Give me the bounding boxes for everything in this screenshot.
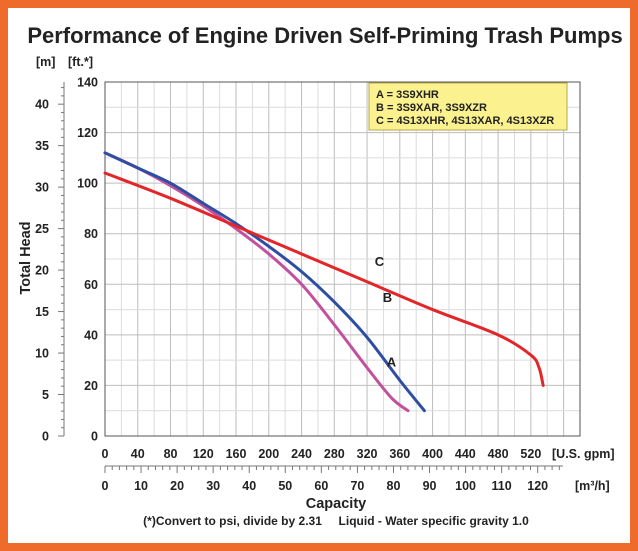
x-m3h-tick-label: 90 — [423, 479, 437, 493]
y-units-m: [m] — [36, 55, 55, 69]
x-gpm-tick-label: 80 — [164, 447, 178, 461]
x-gpm-tick-label: 280 — [324, 447, 345, 461]
x-gpm-tick-label: 520 — [520, 447, 541, 461]
x-m3h-tick-label: 20 — [170, 479, 184, 493]
x-gpm-tick-label: 0 — [102, 447, 109, 461]
y-ft-tick-label: 20 — [84, 379, 98, 393]
x-gpm-tick-label: 400 — [422, 447, 443, 461]
y-m-tick-label: 30 — [35, 181, 49, 195]
x-m3h-tick-label: 120 — [527, 479, 548, 493]
x-m3h-tick-label: 0 — [102, 479, 109, 493]
legend-entry-b: B = 3S9XAR, 3S9XZR — [376, 102, 487, 114]
x-gpm-tick-label: 360 — [389, 447, 410, 461]
plot-border — [104, 81, 581, 437]
x-gpm-tick-label: 160 — [226, 447, 247, 461]
y-ft-tick-label: 120 — [77, 126, 98, 140]
chart-title: Performance of Engine Driven Self-Primin… — [27, 23, 622, 48]
y-m-tick-label: 25 — [35, 222, 49, 236]
grid — [58, 81, 581, 437]
x-m3h-tick-label: 60 — [314, 479, 328, 493]
y-m-tick-label: 10 — [35, 347, 49, 361]
x-m3h-tick-label: 110 — [492, 479, 512, 493]
curve-label-c: C — [375, 254, 385, 269]
x-m3h-tick-label: 30 — [206, 479, 220, 493]
legend-box — [368, 82, 568, 131]
legend: A = 3S9XHR B = 3S9XAR, 3S9XZR C = 4S13XH… — [368, 82, 568, 131]
legend-entry-a: A = 3S9XHR — [376, 89, 439, 101]
series-line-b — [103, 151, 426, 413]
x-gpm-tick-label: 440 — [455, 447, 476, 461]
footnote: (*)Convert to psi, divide by 2.31 Liquid… — [143, 514, 529, 528]
y-ft-tick-label: 60 — [84, 278, 98, 292]
y-m-tick-label: 35 — [35, 139, 49, 153]
y-ft-tick-labels: 0 20 40 60 80 100 120 140 — [77, 76, 98, 444]
y-m-tick-label: 20 — [35, 264, 49, 278]
x-m3h-tick-label: 100 — [455, 479, 476, 493]
y-m-tick-label: 40 — [35, 98, 49, 112]
series-line-c — [103, 171, 545, 387]
x-gpm-tick-label: 200 — [258, 447, 279, 461]
y-units-ft: [ft.*] — [68, 55, 93, 69]
y-axis-title: Total Head — [18, 221, 34, 294]
y-m-tick-label: 15 — [35, 305, 49, 319]
curve-label-b: B — [383, 290, 392, 305]
y-ft-tick-label: 140 — [77, 76, 98, 90]
y-ft-tick-label: 0 — [91, 430, 98, 444]
x-m3h-tick-label: 70 — [350, 479, 364, 493]
x-gpm-tick-label: 240 — [291, 447, 312, 461]
curve-label-a: A — [387, 355, 397, 370]
x-units-gpm: [U.S. gpm] — [552, 447, 615, 461]
y-ft-tick-label: 100 — [77, 177, 98, 191]
x-m3h-tick-label: 50 — [278, 479, 292, 493]
x-gpm-tick-label: 320 — [357, 447, 378, 461]
y-m-tick-label: 0 — [42, 430, 49, 444]
y-ft-tick-label: 80 — [84, 227, 98, 241]
x-m3h-tick-labels: 0 10 20 30 40 50 60 70 80 90 100 110 120 — [102, 465, 563, 493]
y-m-tick-label: 5 — [42, 388, 49, 402]
x-gpm-tick-labels: 0 40 80 120 160 200 240 280 320 360 400 440 480 520 — [102, 447, 542, 461]
x-m3h-tick-label: 80 — [387, 479, 401, 493]
series-line-a — [103, 151, 410, 413]
x-m3h-tick-label: 10 — [134, 479, 148, 493]
legend-entry-c: C = 4S13XHR, 4S13XAR, 4S13XZR — [376, 115, 554, 127]
curve-labels: A B C — [375, 254, 397, 369]
y-ft-tick-label: 40 — [84, 328, 98, 342]
x-m3h-tick-label: 40 — [242, 479, 256, 493]
x-gpm-tick-label: 120 — [193, 447, 214, 461]
series-group — [103, 151, 545, 413]
x-gpm-tick-label: 40 — [131, 447, 145, 461]
x-axis-title: Capacity — [306, 496, 366, 512]
x-units-m3h: [m³/h] — [575, 479, 610, 493]
y-m-tick-labels: 0 5 10 15 20 25 30 35 40 — [35, 98, 49, 444]
x-gpm-tick-label: 480 — [488, 447, 509, 461]
